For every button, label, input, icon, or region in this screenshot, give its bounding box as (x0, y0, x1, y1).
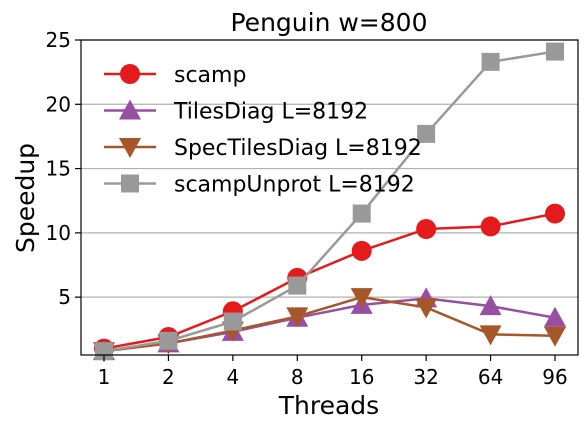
series-line (103, 50, 556, 353)
x-tick-label: 64 (478, 365, 503, 389)
data-point (352, 204, 371, 223)
data-point (351, 240, 372, 261)
data-point (95, 342, 113, 361)
x-tick-label: 96 (542, 365, 567, 389)
data-point (159, 331, 178, 350)
series-line (103, 295, 556, 353)
legend: scamp TilesDiag L=8192 SpecTilesDiag L=819… (104, 63, 422, 198)
data-point (480, 216, 501, 237)
series-3 (95, 42, 564, 361)
data-point (417, 124, 436, 143)
legend-label: scamp (174, 63, 246, 88)
chart-title: Penguin w=800 (231, 8, 428, 37)
y-tick-label: 5 (58, 285, 71, 309)
data-point (481, 52, 500, 71)
data-point (544, 306, 566, 327)
x-tick-label: 1 (98, 365, 111, 389)
y-tick-label: 20 (46, 92, 71, 116)
data-point (544, 326, 566, 347)
data-point (286, 307, 309, 328)
x-axis-title: Threads (278, 391, 379, 420)
series-line (103, 212, 556, 350)
legend-label: TilesDiag L=8192 (173, 100, 368, 125)
x-tick-label: 4 (226, 365, 239, 389)
data-point (546, 42, 564, 61)
y-axis-title: Speedup (11, 143, 40, 253)
y-tick-label: 15 (46, 157, 71, 181)
legend-entry: scampUnprot L=8192 (104, 173, 415, 198)
legend-entry: TilesDiag L=8192 (104, 99, 368, 125)
data-point (479, 325, 502, 346)
grid-lines (81, 39, 578, 298)
legend-label: scampUnprot L=8192 (174, 173, 415, 198)
data-point (350, 288, 373, 309)
legend-marker (119, 99, 141, 120)
legend-entry: SpecTilesDiag L=8192 (104, 136, 422, 161)
plot-frame (80, 39, 579, 356)
legend-marker (121, 174, 139, 193)
x-tick-label: 2 (162, 365, 175, 389)
data-point (416, 219, 437, 239)
x-tick-label: 8 (291, 365, 304, 389)
legend-marker (119, 138, 141, 158)
y-tick-label: 25 (46, 28, 71, 52)
data-point (479, 295, 502, 316)
legend-marker (120, 64, 140, 84)
legend-label: SpecTilesDiag L=8192 (174, 136, 422, 161)
data-point (415, 298, 438, 319)
data-point (545, 203, 565, 224)
axis-ticks: 5 10 15 20 25 1 2 4 8 16 32 64 96 (46, 28, 568, 389)
series-layer (93, 42, 566, 363)
x-tick-label: 32 (413, 365, 438, 389)
data-point (288, 276, 307, 295)
data-point (223, 312, 242, 331)
legend-entry: scamp (104, 63, 246, 88)
x-tick-label: 16 (349, 365, 374, 389)
y-tick-label: 10 (46, 221, 71, 245)
